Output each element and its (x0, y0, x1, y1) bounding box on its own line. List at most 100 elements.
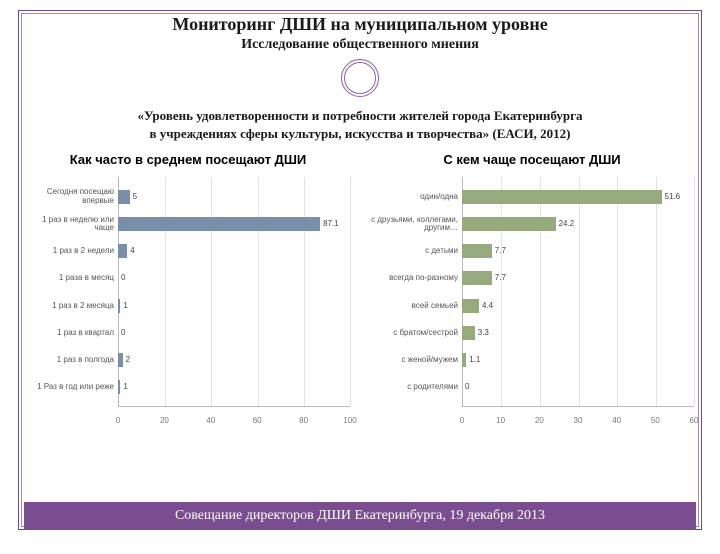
bar-label: один/одна (366, 193, 462, 201)
bar-row: всей семьей 4.4 (366, 297, 694, 315)
x-tick-label: 20 (535, 416, 544, 425)
bar-row: с братом/сестрой 3.3 (366, 324, 694, 342)
bar-row: с друзьями, коллегами, другим… 24.2 (366, 215, 694, 233)
gridline (617, 177, 618, 406)
gridline (211, 177, 212, 406)
x-tick-label: 40 (206, 416, 215, 425)
chart-left: Как часто в среднем посещают ДШИ 0204060… (22, 152, 354, 425)
bar-track: 0 (118, 326, 350, 340)
gridline (579, 177, 580, 406)
plot-area: 0 20 40 60 80 1 0 0 Сегодня посещаю впервые 5 1 ра… (22, 177, 354, 425)
bar-label: с родителями (366, 383, 462, 391)
bar-value: 3.3 (475, 326, 489, 340)
bar-track: 7.7 (462, 271, 694, 285)
bar-value: 0 (118, 326, 125, 340)
bar-track: 3.3 (462, 326, 694, 340)
bar-label: 1 раз в полгода (22, 356, 118, 364)
bar-track: 1 (118, 380, 350, 394)
gridline (501, 177, 502, 406)
bar-label: 1 раз в 2 недели (22, 247, 118, 255)
bar-track: 1.1 (462, 353, 694, 367)
bar-row: 1 раз в полгода 2 (22, 351, 350, 369)
bar-label: 1 раз в квартал (22, 329, 118, 337)
footer-bar: Совещание директоров ДШИ Екатеринбурга, … (24, 502, 696, 530)
x-tick-label: 30 (574, 416, 583, 425)
bar-label: всей семьей (366, 302, 462, 310)
x-tick-label: 50 (651, 416, 660, 425)
bar-value: 1 (120, 299, 127, 313)
gridline (258, 177, 259, 406)
bar-value: 4.4 (479, 299, 493, 313)
gridline (304, 177, 305, 406)
bar-value: 7.7 (492, 244, 506, 258)
bar-track: 51.6 (462, 190, 694, 204)
bar-label: 1 раза в месяц (22, 274, 118, 282)
bar-row: Сегодня посещаю впервые 5 (22, 188, 350, 206)
chart-grid (118, 177, 350, 407)
bar-row: 1 раз в 2 месяца1 (22, 297, 350, 315)
bar (462, 190, 662, 204)
gridline (694, 177, 695, 406)
bar-track: 4 (118, 244, 350, 258)
bar-label: всегда по-разному (366, 274, 462, 282)
bar-row: 1 Раз в год или реже1 (22, 378, 350, 396)
bar-row: с женой/мужем 1.1 (366, 351, 694, 369)
bar-track: 0 (118, 271, 350, 285)
x-tick-label: 10 (496, 416, 505, 425)
bar-track: 87.1 (118, 217, 350, 231)
bar (462, 271, 492, 285)
x-tick-label: 0 (460, 416, 464, 425)
x-tick-label: 40 (612, 416, 621, 425)
bar-label: 1 раз в неделю или чаще (22, 216, 118, 233)
bar-row: 1 раз в 2 недели4 (22, 242, 350, 260)
x-tick-label: 60 (690, 416, 699, 425)
gridline (656, 177, 657, 406)
x-tick-label: 0 (116, 416, 120, 425)
x-tick-label: 80 (299, 416, 308, 425)
bar-track: 2 (118, 353, 350, 367)
gridline (165, 177, 166, 406)
bar-row: с детьми 7.7 (366, 242, 694, 260)
bar-label: 1 раз в 2 месяца (22, 302, 118, 310)
bar-track: 24.2 (462, 217, 694, 231)
bar (118, 190, 130, 204)
chart-right: С кем чаще посещают ДШИ 0102030405060оди… (366, 152, 698, 425)
bar-value: 51.6 (662, 190, 681, 204)
bar-label: 1 Раз в год или реже (22, 383, 118, 391)
bar-track: 5 (118, 190, 350, 204)
bar-value: 24.2 (556, 217, 575, 231)
bar-row: 1 раз в неделю или чаще87.1 (22, 215, 350, 233)
bar-row: с родителями0 (366, 378, 694, 396)
x-tick-label: 20 (160, 416, 169, 425)
bar-row: один/одна 51.6 (366, 188, 694, 206)
bar-value: 7.7 (492, 271, 506, 285)
bar-value: 2 (123, 353, 130, 367)
bar-track: 4.4 (462, 299, 694, 313)
bar-row: 1 раза в месяц0 (22, 269, 350, 287)
bar-track: 1 (118, 299, 350, 313)
bar (462, 217, 556, 231)
chart-grid (462, 177, 694, 407)
bar-label: с детьми (366, 247, 462, 255)
bar-track: 0 (462, 380, 694, 394)
bar-row: всегда по-разному 7.7 (366, 269, 694, 287)
bar-value: 1 (120, 380, 127, 394)
bar (118, 244, 127, 258)
bar-label: с друзьями, коллегами, другим… (366, 216, 462, 233)
bar (462, 244, 492, 258)
bar (118, 217, 320, 231)
bar-value: 5 (130, 190, 137, 204)
bar-row: 1 раз в квартал0 (22, 324, 350, 342)
bar (462, 326, 475, 340)
bar-track: 7.7 (462, 244, 694, 258)
bar (462, 299, 479, 313)
bar-label: с братом/сестрой (366, 329, 462, 337)
bar-label: с женой/мужем (366, 356, 462, 364)
bar-value: 1.1 (466, 353, 480, 367)
gridline (350, 177, 351, 406)
plot-area: 0 10 20 30 40 50 60 один/одна 51.6 с друзьями, ко… (366, 177, 698, 425)
gridline (540, 177, 541, 406)
bar-value: 0 (118, 271, 125, 285)
x-tick-label: 60 (253, 416, 262, 425)
bar-label: Сегодня посещаю впервые (22, 188, 118, 205)
